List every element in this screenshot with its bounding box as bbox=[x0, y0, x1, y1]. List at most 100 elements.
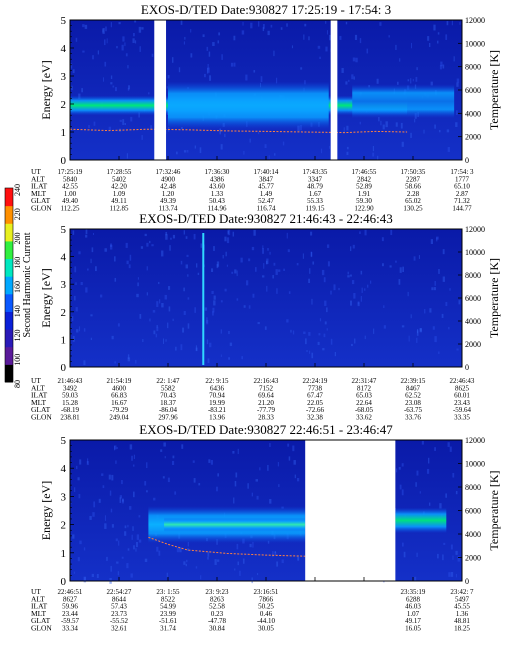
y2-tick-label: 0 bbox=[465, 363, 469, 372]
table-cell: 22:46:43 bbox=[450, 377, 475, 385]
y-tick-label: 4 bbox=[61, 463, 67, 475]
y2-tick-label: 10000 bbox=[465, 39, 485, 48]
table-row-label: ALT bbox=[31, 383, 45, 392]
table-cell: 1777 bbox=[455, 175, 470, 183]
y2-tick-label: 12000 bbox=[465, 436, 485, 445]
table-cell: 23: 1:55 bbox=[156, 588, 180, 596]
y-tick-label: 0 bbox=[61, 155, 67, 167]
table-cell: 18.25 bbox=[454, 625, 470, 633]
table-cell: -68.05 bbox=[355, 406, 374, 414]
y2-tick-label: 4000 bbox=[465, 317, 481, 326]
table-cell: 3492 bbox=[63, 384, 78, 392]
table-cell: 23:35:19 bbox=[401, 588, 426, 596]
table-row-label: UT bbox=[31, 167, 41, 176]
table-cell: 1.07 bbox=[407, 610, 420, 618]
table-cell: 4600 bbox=[112, 384, 127, 392]
table-cell: 3347 bbox=[308, 175, 323, 183]
table-cell: 22:54:27 bbox=[107, 588, 132, 596]
table-row-label: MLT bbox=[31, 189, 47, 198]
table-cell: 23.99 bbox=[160, 610, 176, 618]
table-cell: 54.99 bbox=[160, 603, 176, 611]
y2-axis-label: Temperature [K] bbox=[487, 50, 501, 130]
table-cell: -77.79 bbox=[257, 406, 276, 414]
colorbar-tick-label: 100 bbox=[13, 354, 22, 366]
table-cell: 1.09 bbox=[113, 190, 126, 198]
table-cell: 70.94 bbox=[209, 392, 225, 400]
colorbar-segment bbox=[5, 188, 13, 207]
y-tick-label: 2 bbox=[61, 307, 67, 319]
energy-band bbox=[164, 517, 306, 532]
colorbar-tick-label: 160 bbox=[13, 281, 22, 293]
table-cell: 119.15 bbox=[306, 205, 325, 213]
table-cell: 1.00 bbox=[64, 190, 77, 198]
y2-tick-label: 10000 bbox=[465, 248, 485, 257]
table-row-label: GLAT bbox=[31, 196, 51, 205]
table-cell: 238.81 bbox=[60, 414, 80, 422]
table-row-label: MLT bbox=[31, 609, 47, 618]
table-cell: 249.04 bbox=[109, 414, 129, 422]
colorbar-segment bbox=[5, 311, 13, 330]
table-row-label: ILAT bbox=[31, 182, 48, 191]
table-cell: 1.49 bbox=[260, 190, 273, 198]
table-cell: 65.02 bbox=[405, 197, 421, 205]
table-cell: 30.84 bbox=[209, 625, 225, 633]
table-cell: 23.08 bbox=[405, 399, 421, 407]
spike-line bbox=[202, 233, 205, 365]
table-cell: 22: 1:47 bbox=[156, 377, 180, 385]
table-row-label: GLON bbox=[31, 204, 52, 213]
y2-tick-label: 8000 bbox=[465, 483, 481, 492]
energy-band bbox=[168, 81, 329, 130]
table-cell: 22:31:47 bbox=[352, 377, 377, 385]
table-cell: 0.46 bbox=[260, 610, 273, 618]
table-cell: 1.20 bbox=[162, 190, 175, 198]
y2-tick-label: 4000 bbox=[465, 109, 481, 118]
y-tick-label: 1 bbox=[61, 548, 67, 560]
table-cell: 2.87 bbox=[456, 190, 469, 198]
table-row-label: GLAT bbox=[31, 616, 51, 625]
table-cell: 30.05 bbox=[258, 625, 274, 633]
energy-band bbox=[395, 507, 447, 534]
table-cell: 13.96 bbox=[209, 414, 225, 422]
y2-tick-label: 10000 bbox=[465, 460, 485, 469]
table-cell: 60.01 bbox=[454, 392, 470, 400]
table-cell: 16.05 bbox=[405, 625, 421, 633]
table-cell: 22:24:19 bbox=[303, 377, 328, 385]
spectrogram-panel: EXOS-D/TED Date:930827 17:25:19 - 17:54:… bbox=[31, 2, 501, 213]
table-cell: -44.10 bbox=[257, 617, 276, 625]
table-cell: 66.83 bbox=[111, 392, 127, 400]
table-cell: 33.34 bbox=[62, 625, 78, 633]
colorbar-tick-label: 200 bbox=[13, 233, 22, 245]
table-cell: 17:43:35 bbox=[303, 168, 328, 176]
colorbar-segment bbox=[5, 258, 13, 277]
spectrogram-panel: EXOS-D/TED Date:930827 22:46:51 - 23:46:… bbox=[31, 422, 501, 633]
table-cell: 48.81 bbox=[454, 617, 470, 625]
table-cell: 17:32:46 bbox=[156, 168, 181, 176]
table-cell: 32.61 bbox=[111, 625, 127, 633]
table-cell: 112.25 bbox=[61, 205, 80, 213]
table-row-label: MLT bbox=[31, 398, 47, 407]
spectrogram-panel: EXOS-D/TED Date:930827 21:46:43 - 22:46:… bbox=[31, 211, 501, 422]
y-tick-label: 0 bbox=[61, 576, 67, 588]
table-cell: 65.10 bbox=[454, 183, 470, 191]
table-cell: -51.61 bbox=[159, 617, 178, 625]
data-gap bbox=[154, 20, 167, 160]
table-cell: 8644 bbox=[112, 595, 127, 603]
table-cell: 5497 bbox=[455, 595, 470, 603]
colorbar-tick-label: 80 bbox=[13, 380, 22, 388]
table-cell: 45.55 bbox=[454, 603, 470, 611]
panel-title: EXOS-D/TED Date:930827 22:46:51 - 23:46:… bbox=[139, 422, 393, 437]
temperature-trace bbox=[69, 128, 408, 134]
colorbar: 80 100 120 140 160 180 200 220 240 Second Harmoni… bbox=[4, 184, 33, 388]
table-cell: 18.37 bbox=[160, 399, 176, 407]
table-cell: 16.67 bbox=[111, 399, 127, 407]
table-row-label: GLAT bbox=[31, 405, 51, 414]
table-cell: 57.43 bbox=[111, 603, 127, 611]
table-cell: 62.52 bbox=[405, 392, 421, 400]
y2-tick-label: 6000 bbox=[465, 507, 481, 516]
table-cell: 49.40 bbox=[62, 197, 78, 205]
table-cell: 46.03 bbox=[405, 603, 421, 611]
table-cell: 42.48 bbox=[160, 183, 176, 191]
table-cell: 23.43 bbox=[454, 399, 470, 407]
table-cell: 23.44 bbox=[62, 610, 78, 618]
table-row-label: ILAT bbox=[31, 602, 48, 611]
